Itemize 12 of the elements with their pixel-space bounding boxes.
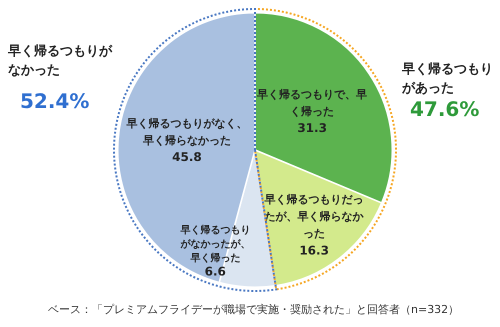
slice-label: 早く帰るつもりで、早く帰った bbox=[256, 88, 368, 118]
data-label: 45.8 bbox=[172, 150, 202, 164]
data-label: 31.3 bbox=[297, 121, 327, 136]
slice-label: 早く帰るつもりがなく、早く帰らなかった bbox=[125, 116, 248, 147]
data-label: 6.6 bbox=[204, 264, 226, 279]
text: 52.4% bbox=[20, 89, 90, 113]
text: ベース：「プレミアムフライデーが職場で実施・奨励された」と回答者（n=332） bbox=[48, 302, 460, 317]
text: 早く帰るつもりがあった bbox=[402, 61, 494, 98]
text: 早く帰るつもりがなかった bbox=[8, 43, 114, 80]
text: 47.6% bbox=[410, 97, 480, 121]
data-label: 16.3 bbox=[299, 243, 329, 258]
slice-label: 早く帰るつもりがなかったが、早く帰った bbox=[179, 224, 250, 264]
